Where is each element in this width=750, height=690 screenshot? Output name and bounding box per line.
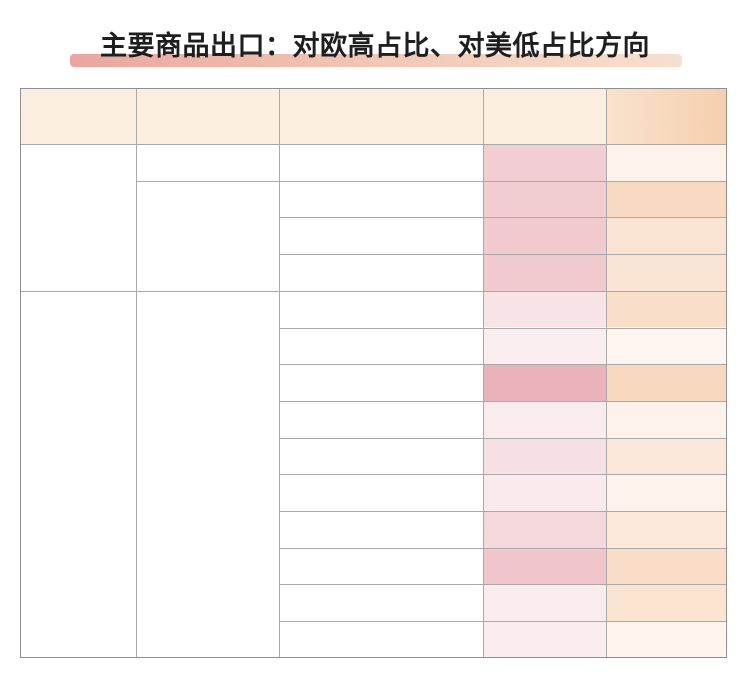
header-cell (20, 88, 136, 144)
row-divider (20, 290, 279, 292)
row-divider (279, 290, 727, 292)
row-divider (20, 144, 727, 145)
row-divider (279, 437, 727, 439)
us-share-cell (606, 180, 727, 218)
table-border (20, 88, 727, 658)
us-share-cell (606, 290, 727, 328)
eu-uk-share-cell (483, 437, 606, 475)
row-divider (279, 364, 727, 366)
header-cell (606, 88, 727, 144)
row-divider (279, 474, 727, 476)
eu-uk-share-cell (483, 217, 606, 255)
column-divider (279, 88, 280, 658)
eu-uk-share-cell (483, 621, 606, 658)
us-share-cell (606, 437, 727, 475)
row-divider (279, 217, 727, 219)
column-divider (606, 88, 607, 658)
page-title: 主要商品出口：对欧高占比、对美低占比方向 (100, 31, 650, 62)
us-share-cell (606, 327, 727, 365)
row-divider (279, 327, 727, 329)
row-divider (279, 584, 727, 586)
us-share-cell (606, 547, 727, 585)
us-share-cell (606, 364, 727, 401)
us-share-cell (606, 621, 727, 658)
eu-uk-share-cell (483, 364, 606, 401)
eu-uk-share-cell (483, 327, 606, 365)
eu-uk-share-cell (483, 144, 606, 181)
header-cell (279, 88, 483, 144)
us-share-cell (606, 474, 727, 511)
us-share-cell (606, 400, 727, 438)
eu-uk-share-cell (483, 400, 606, 438)
row-divider (279, 400, 727, 402)
title-highlight-bar (70, 54, 682, 67)
us-share-cell (606, 511, 727, 548)
header-cell (483, 88, 606, 144)
row-divider (279, 621, 727, 623)
row-divider (279, 254, 727, 256)
eu-uk-share-cell (483, 180, 606, 218)
us-share-cell (606, 217, 727, 255)
eu-uk-share-cell (483, 290, 606, 328)
title-area: 主要商品出口：对欧高占比、对美低占比方向 (0, 22, 750, 72)
row-divider (279, 180, 727, 182)
us-share-cell (606, 254, 727, 291)
row-divider (279, 547, 727, 549)
eu-uk-share-cell (483, 511, 606, 548)
eu-uk-share-cell (483, 474, 606, 511)
us-share-cell (606, 584, 727, 622)
export-share-table (20, 88, 727, 658)
column-divider (136, 88, 137, 658)
eu-uk-share-cell (483, 547, 606, 585)
column-divider (483, 88, 484, 658)
eu-uk-share-cell (483, 254, 606, 291)
header-cell (136, 88, 279, 144)
row-divider (136, 180, 279, 182)
us-share-cell (606, 144, 727, 181)
eu-uk-share-cell (483, 584, 606, 622)
row-divider (279, 511, 727, 512)
